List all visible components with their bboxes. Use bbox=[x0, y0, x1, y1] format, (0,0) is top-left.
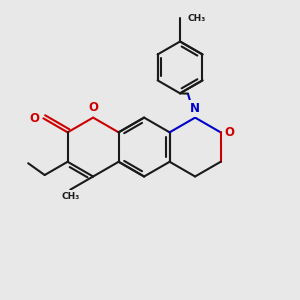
Text: O: O bbox=[88, 101, 98, 114]
Text: CH₃: CH₃ bbox=[188, 14, 206, 23]
Text: N: N bbox=[190, 102, 200, 115]
Text: O: O bbox=[29, 112, 39, 125]
Text: CH₃: CH₃ bbox=[61, 192, 79, 201]
Text: O: O bbox=[224, 126, 234, 139]
